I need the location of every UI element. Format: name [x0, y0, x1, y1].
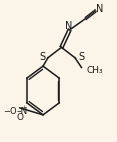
- Text: N: N: [96, 4, 103, 14]
- Text: −O: −O: [3, 107, 16, 116]
- Text: S: S: [78, 52, 84, 62]
- Text: N: N: [65, 21, 72, 31]
- Text: CH₃: CH₃: [86, 65, 103, 75]
- Text: S: S: [39, 52, 45, 62]
- Text: +: +: [21, 105, 26, 110]
- Text: O: O: [16, 113, 23, 122]
- Text: –N: –N: [17, 107, 28, 116]
